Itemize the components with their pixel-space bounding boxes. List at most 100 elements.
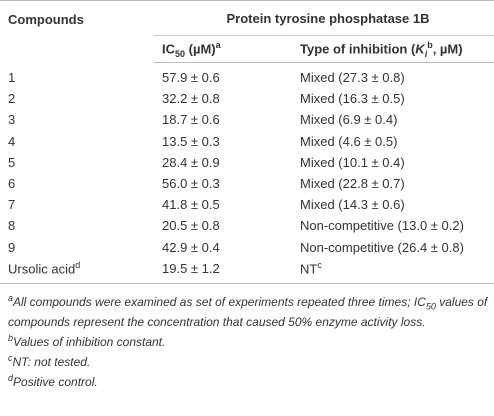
- table-cell: 18.7 ± 0.6: [154, 109, 292, 130]
- table-row: Ursolic acidd 19.5 ± 1.2 NTc: [0, 257, 494, 284]
- cell-text: Mixed (27.3 ± 0.8): [300, 70, 405, 86]
- cell-text: Mixed (4.6 ± 0.5): [300, 133, 398, 149]
- cell-text: 5: [8, 154, 16, 170]
- table-cell: 13.5 ± 0.3: [154, 131, 292, 152]
- results-table: Compounds Protein tyrosine phosphatase 1…: [0, 0, 494, 284]
- table-cell: Mixed (14.3 ± 0.6): [292, 194, 494, 215]
- footnote: bValues of inhibition constant.: [8, 330, 494, 350]
- footnote-mark: b: [8, 333, 14, 344]
- header-cell: Type of inhibition (Kib, µM): [292, 35, 494, 63]
- header-text: IC: [162, 40, 175, 56]
- cell-text: 3: [8, 112, 16, 128]
- table-cell: 42.9 ± 0.4: [154, 237, 292, 258]
- header-text: K: [415, 40, 425, 56]
- cell-text: 2: [8, 91, 16, 107]
- table-cell: 6: [0, 173, 154, 194]
- header-text: Type of inhibition (: [300, 40, 416, 56]
- table-cell: Non-competitive (13.0 ± 0.2): [292, 215, 494, 236]
- table-cell: 41.8 ± 0.5: [154, 194, 292, 215]
- table-row: 3 18.7 ± 0.6 Mixed (6.9 ± 0.4): [0, 109, 494, 130]
- header-text: (µM): [185, 40, 216, 56]
- header-group: Protein tyrosine phosphatase 1B: [154, 0, 494, 36]
- table-header: Compounds Protein tyrosine phosphatase 1…: [0, 0, 494, 63]
- cell-text: 7: [8, 197, 16, 213]
- footnote-text: NT: not tested.: [12, 355, 91, 370]
- footnote-text: values of compounds represent the concen…: [8, 294, 488, 330]
- subscript: 50: [425, 301, 436, 312]
- cell-text: 8: [8, 218, 16, 234]
- table-cell: Mixed (22.8 ± 0.7): [292, 173, 494, 194]
- table-cell: Mixed (10.1 ± 0.4): [292, 152, 494, 173]
- cell-text: NT: [300, 261, 318, 277]
- subscript: i: [424, 48, 428, 59]
- header-text: , µM): [432, 40, 463, 56]
- header-cell: IC50 (µM)a: [154, 35, 292, 63]
- table-row: 5 28.4 ± 0.9 Mixed (10.1 ± 0.4): [0, 152, 494, 173]
- cell-text: Mixed (6.9 ± 0.4): [300, 112, 398, 128]
- footnote-text: All compounds were examined as set of ex…: [13, 294, 426, 309]
- table-row: 6 56.0 ± 0.3 Mixed (22.8 ± 0.7): [0, 173, 494, 194]
- cell-text: Mixed (16.3 ± 0.5): [300, 91, 405, 107]
- cell-text: Mixed (22.8 ± 0.7): [300, 176, 405, 192]
- table-cell: 3: [0, 109, 154, 130]
- table-row: 1 57.9 ± 0.6 Mixed (27.3 ± 0.8): [0, 63, 494, 89]
- superscript: c: [317, 260, 322, 271]
- cell-text: Mixed (10.1 ± 0.4): [300, 154, 405, 170]
- cell-text: 4: [8, 133, 16, 149]
- header-text: Protein tyrosine phosphatase 1B: [226, 10, 430, 26]
- table-row: 4 13.5 ± 0.3 Mixed (4.6 ± 0.5): [0, 131, 494, 152]
- table-cell: 57.9 ± 0.6: [154, 63, 292, 89]
- cell-text: 32.2 ± 0.8: [162, 91, 220, 107]
- cell-text: 13.5 ± 0.3: [162, 133, 220, 149]
- cell-text: 1: [8, 69, 16, 85]
- footnote-mark: a: [8, 292, 14, 303]
- footnote: aAll compounds were examined as set of e…: [8, 290, 494, 330]
- superscript: b: [427, 39, 433, 50]
- footnote-mark: d: [8, 373, 14, 384]
- superscript: d: [75, 260, 81, 271]
- table-row: 2 32.2 ± 0.8 Mixed (16.3 ± 0.5): [0, 88, 494, 109]
- table-cell: Mixed (4.6 ± 0.5): [292, 131, 494, 152]
- header-row: IC50 (µM)a Type of inhibition (Kib, µM): [0, 35, 494, 63]
- cell-text: 57.9 ± 0.6: [162, 70, 220, 86]
- table-cell: Mixed (27.3 ± 0.8): [292, 63, 494, 89]
- table-cell: 7: [0, 194, 154, 215]
- table-cell: 19.5 ± 1.2: [154, 257, 292, 284]
- table-cell: Non-competitive (26.4 ± 0.8): [292, 237, 494, 258]
- superscript: a: [215, 39, 221, 50]
- cell-text: 18.7 ± 0.6: [162, 112, 220, 128]
- table-row: 7 41.8 ± 0.5 Mixed (14.3 ± 0.6): [0, 194, 494, 215]
- footnote: dPositive control.: [8, 370, 494, 390]
- cell-text: 9: [8, 239, 16, 255]
- footnotes: aAll compounds were examined as set of e…: [0, 284, 494, 390]
- table-cell: Mixed (6.9 ± 0.4): [292, 109, 494, 130]
- footnote-mark: c: [8, 353, 13, 364]
- header-text: Compounds: [8, 12, 84, 27]
- table-cell: 32.2 ± 0.8: [154, 88, 292, 109]
- footnote-text: Positive control.: [13, 375, 98, 390]
- table-cell: 28.4 ± 0.9: [154, 152, 292, 173]
- header-cell: Compounds: [0, 0, 154, 63]
- cell-text: 19.5 ± 1.2: [162, 260, 220, 276]
- table-cell: 4: [0, 131, 154, 152]
- cell-text: Non-competitive (13.0 ± 0.2): [300, 218, 464, 234]
- table-cell: 5: [0, 152, 154, 173]
- table-cell: 20.5 ± 0.8: [154, 215, 292, 236]
- subscript: 50: [175, 48, 186, 59]
- table-row: 9 42.9 ± 0.4 Non-competitive (26.4 ± 0.8): [0, 237, 494, 258]
- cell-text: 6: [8, 176, 16, 192]
- table-row: 8 20.5 ± 0.8 Non-competitive (13.0 ± 0.2): [0, 215, 494, 236]
- table-cell: 2: [0, 88, 154, 109]
- table-cell: 56.0 ± 0.3: [154, 173, 292, 194]
- cell-text: Non-competitive (26.4 ± 0.8): [300, 239, 464, 255]
- cell-text: Ursolic acid: [8, 261, 76, 277]
- cell-text: Mixed (14.3 ± 0.6): [300, 197, 405, 213]
- table-cell: 9: [0, 237, 154, 258]
- cell-text: 56.0 ± 0.3: [162, 176, 220, 192]
- table-cell: Ursolic acidd: [0, 257, 154, 284]
- table-cell: 1: [0, 63, 154, 89]
- table-cell: 8: [0, 215, 154, 236]
- footnote-text: Values of inhibition constant.: [13, 335, 166, 350]
- cell-text: 41.8 ± 0.5: [162, 197, 220, 213]
